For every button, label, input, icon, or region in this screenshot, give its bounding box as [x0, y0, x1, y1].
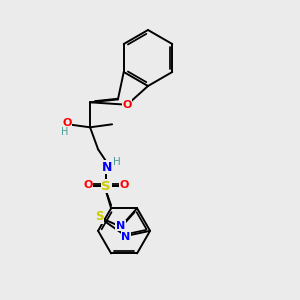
Text: O: O: [62, 118, 72, 128]
Text: N: N: [116, 221, 125, 231]
Text: O: O: [122, 100, 132, 110]
Text: S: S: [101, 180, 111, 193]
Text: S: S: [95, 210, 103, 223]
Text: O: O: [119, 180, 129, 190]
Text: N: N: [121, 232, 130, 242]
Text: N: N: [102, 161, 112, 174]
Text: H: H: [61, 127, 69, 137]
Text: O: O: [83, 180, 93, 190]
Text: H: H: [113, 157, 121, 167]
